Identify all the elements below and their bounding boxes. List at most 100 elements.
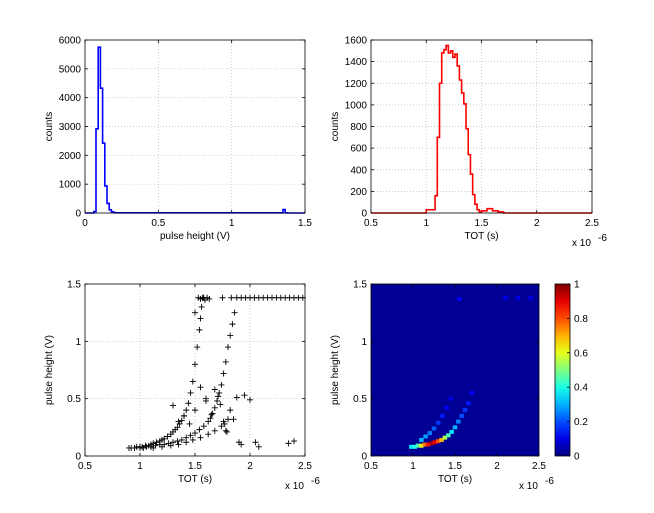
y-tick-label: 1: [361, 337, 367, 348]
scatter-point: [178, 417, 185, 424]
scatter-point: [225, 344, 231, 351]
x-axis-label: TOT (s): [464, 231, 498, 242]
y-tick-label: 1.5: [353, 280, 367, 291]
scatter-point: [208, 411, 215, 418]
y-tick-label: 1200: [345, 79, 368, 90]
scatter-point: [192, 430, 198, 437]
y-tick-label: 1000: [345, 100, 368, 111]
x-tick-label: 1: [137, 461, 143, 472]
scatter-point: [214, 397, 220, 404]
scatter-point: [200, 423, 207, 430]
x-tick-label: 0: [82, 218, 88, 229]
x-tick-label: 1.5: [298, 218, 312, 229]
heatmap-cell: [427, 431, 433, 436]
y-tick-label: 1: [75, 337, 81, 348]
scatter-point: [222, 358, 229, 365]
scatter-point: [192, 309, 198, 316]
scatter-point: [211, 386, 218, 393]
colorbar-frame: [554, 283, 571, 457]
colorbar-tick-label: 0: [574, 452, 580, 463]
heatmap-cell: [432, 440, 438, 445]
heatmap-cell: [448, 396, 454, 401]
x-tick-label: 2: [494, 461, 500, 472]
scatter-point: [206, 295, 213, 302]
scatter-point: [167, 442, 174, 449]
x-tick-label: 1.5: [448, 461, 462, 472]
scatter-point: [241, 392, 248, 399]
heatmap-cell: [412, 444, 417, 449]
scatter-point: [228, 294, 235, 301]
scatter-point: [217, 401, 224, 408]
x-tick-label: 1.5: [188, 461, 202, 472]
y-tick-label: 1000: [59, 180, 82, 191]
y-tick-label: 0: [75, 209, 81, 220]
scatter-point: [238, 441, 245, 448]
axes-frame: [84, 283, 306, 457]
scatter-point: [229, 321, 236, 328]
scatter-point: [216, 389, 223, 396]
x-tick-label: 0.5: [151, 218, 165, 229]
y-tick-label: 200: [350, 187, 367, 198]
y-axis-label: pulse height (V): [44, 335, 55, 405]
y-tick-label: 5000: [59, 64, 82, 75]
scatter-point: [183, 407, 190, 414]
y-tick-label: 0: [361, 209, 367, 220]
heatmap-cell: [452, 425, 458, 430]
scatter-point: [196, 326, 203, 333]
y-tick-label: 600: [350, 144, 367, 155]
y-tick-label: 400: [350, 165, 367, 176]
y-tick-label: 0.5: [353, 394, 367, 405]
heatmap-cell: [503, 295, 508, 300]
heatmap-cell: [439, 437, 444, 442]
scatter-point: [150, 444, 157, 451]
scatter-point: [189, 436, 196, 443]
x-tick-label: 2.5: [532, 461, 546, 472]
heatmap-cell: [440, 413, 445, 418]
colorbar-tick-label: 0.4: [574, 383, 588, 394]
scatter-point: [197, 315, 204, 322]
heatmap-cell: [528, 295, 533, 300]
x-multiplier-label: x 10: [519, 481, 538, 492]
scatter-point: [211, 427, 218, 434]
scatter-point: [209, 410, 216, 417]
x-multiplier-label: x 10: [285, 481, 304, 492]
scatter-point: [230, 416, 237, 423]
scatter-point: [187, 389, 194, 396]
scatter-point: [291, 438, 297, 445]
scatter-point: [203, 397, 209, 404]
heatmap-cell: [429, 441, 434, 446]
scatter-point: [174, 438, 181, 445]
scatter-point: [197, 434, 204, 441]
colorbar-tick-label: 0.8: [574, 314, 588, 325]
scatter-point: [255, 443, 262, 450]
scatter-point: [205, 431, 212, 438]
scatter-point: [227, 332, 234, 339]
x-tick-label: 2.5: [298, 461, 312, 472]
x-axis-label: pulse height (V): [160, 231, 230, 242]
scatter-point: [211, 404, 218, 411]
scatter-point: [194, 344, 201, 351]
heatmap-cell: [423, 434, 428, 439]
scatter-point: [225, 416, 231, 423]
y-tick-label: 6000: [59, 36, 82, 47]
heatmap-cell: [435, 439, 441, 444]
histogram-series-line: [371, 44, 592, 214]
heatmap-cell: [456, 419, 461, 424]
heatmap-cell: [419, 443, 424, 448]
scatter-point: [196, 426, 203, 433]
heatmap-cell: [446, 433, 451, 438]
heatmap-cell: [466, 401, 471, 406]
scatter-point: [186, 420, 193, 427]
y-tick-label: 1400: [345, 57, 368, 68]
colorbar: [555, 284, 570, 456]
scatter-point: [140, 444, 147, 451]
x-tick-label: 0.5: [78, 461, 92, 472]
y-axis-label: pulse height (V): [330, 335, 341, 405]
x-tick-label: 2.5: [585, 218, 599, 229]
heatmap-cell: [462, 408, 468, 413]
scatter-point: [197, 384, 204, 391]
scatter-point: [170, 402, 176, 409]
scatter-point: [220, 370, 227, 377]
